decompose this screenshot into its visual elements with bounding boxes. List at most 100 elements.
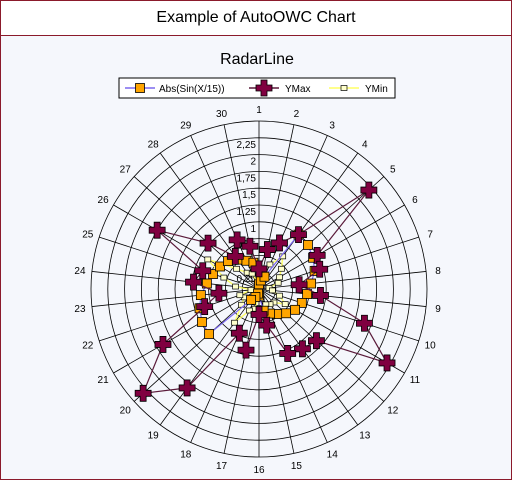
legend: Abs(Sin(X/15)) YMax YMin [118, 77, 396, 99]
data-point [197, 317, 207, 327]
data-point [210, 284, 228, 302]
data-point [148, 221, 166, 239]
category-label: 22 [82, 341, 94, 352]
legend-label: Abs(Sin(X/15)) [159, 84, 225, 95]
grid-spoke [159, 288, 260, 426]
data-point [303, 240, 313, 250]
grid-spoke [113, 288, 260, 374]
data-point [308, 332, 325, 350]
grid-spoke [258, 152, 359, 290]
category-label: 6 [412, 195, 418, 206]
category-label: 17 [216, 461, 228, 472]
legend-item: Abs(Sin(X/15)) [125, 83, 225, 95]
data-point [276, 274, 283, 281]
data-point [311, 260, 329, 278]
grid-spoke [190, 288, 260, 443]
category-label: 28 [148, 139, 160, 150]
grid-spoke [258, 204, 405, 290]
grid-spoke [258, 288, 427, 307]
grid-spoke [91, 271, 260, 290]
category-label: 3 [329, 121, 335, 132]
data-point [246, 294, 257, 305]
data-point [278, 265, 285, 272]
data-point [233, 265, 240, 272]
category-label: 1 [256, 105, 262, 116]
data-point [241, 237, 259, 255]
data-point [290, 304, 300, 315]
data-point [195, 290, 206, 301]
data-point [194, 262, 212, 280]
radial-tick-label: 1 [250, 224, 256, 235]
data-point [274, 279, 282, 286]
data-point [134, 384, 152, 402]
grid-spoke [133, 288, 260, 402]
data-point [230, 324, 248, 342]
category-label: 15 [291, 461, 303, 472]
data-point [258, 241, 276, 258]
data-point [236, 292, 244, 299]
legend-label: YMin [365, 84, 388, 95]
data-point [269, 287, 276, 294]
data-point [302, 289, 313, 299]
category-label: 16 [253, 465, 265, 476]
data-point [294, 340, 311, 358]
data-point [185, 273, 202, 291]
radial-tick-label: 1,5 [242, 190, 256, 201]
data-point [196, 298, 214, 316]
radial-tick-label: 1,75 [237, 173, 257, 184]
series-ymax [134, 181, 396, 402]
category-label: 30 [216, 109, 228, 120]
grid-spoke [258, 236, 419, 290]
radial-tick-label: 2,25 [237, 140, 257, 151]
grid-spoke [159, 152, 260, 290]
category-label: 29 [180, 121, 192, 132]
grid-spoke [258, 124, 295, 290]
data-point [220, 274, 228, 281]
data-point [378, 354, 396, 372]
category-label: 5 [390, 165, 396, 176]
data-point [306, 278, 317, 289]
radial-tick-label: 2 [250, 157, 256, 168]
grid-spoke [258, 271, 427, 290]
data-point [226, 247, 244, 265]
category-label: 10 [425, 341, 437, 352]
data-point [276, 292, 283, 299]
grid-spoke [91, 288, 260, 307]
radial-tick-label: 0,25 [237, 274, 257, 285]
data-point [154, 336, 172, 353]
category-label: 20 [120, 405, 132, 416]
data-point [204, 256, 212, 263]
category-label: 23 [74, 304, 86, 315]
chart-title: RadarLine [220, 51, 294, 68]
data-point [250, 260, 268, 278]
data-point [360, 181, 378, 199]
data-point [231, 319, 238, 326]
category-label: 26 [98, 195, 110, 206]
data-point [290, 276, 308, 294]
category-label: 4 [362, 139, 368, 150]
radial-tick-label: 1,25 [237, 207, 257, 218]
grid-spoke [99, 288, 260, 342]
data-point [199, 234, 217, 252]
data-point [250, 306, 268, 323]
category-label: 18 [180, 449, 192, 460]
data-point [215, 261, 225, 272]
data-point [312, 287, 329, 304]
category-label: 8 [435, 266, 441, 277]
data-point [271, 234, 288, 252]
category-label: 13 [359, 431, 371, 442]
category-label: 19 [148, 431, 160, 442]
category-label: 7 [427, 229, 433, 240]
data-point [246, 307, 253, 314]
grid-spoke [258, 288, 385, 402]
category-label: 9 [435, 304, 441, 315]
data-point [247, 286, 255, 293]
data-point [178, 379, 196, 397]
radar-chart: RadarLine Abs(Sin(X/15)) YMax YMin 1 234567… [74, 51, 441, 476]
data-point [266, 261, 274, 268]
category-label: 27 [120, 165, 132, 176]
window-title: Example of AutoOWC Chart [1, 1, 511, 36]
data-point [281, 308, 291, 319]
data-point [356, 314, 373, 332]
